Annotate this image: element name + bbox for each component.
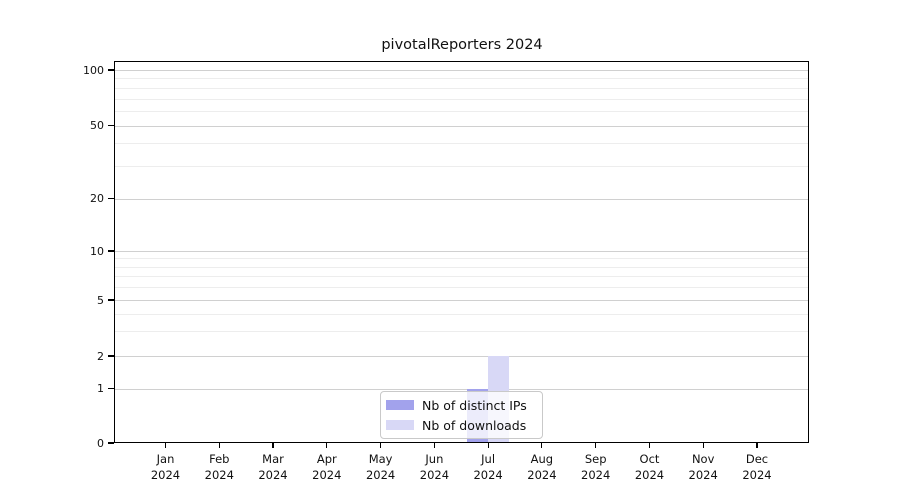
gridline-minor xyxy=(115,331,809,333)
gridline-minor xyxy=(115,166,809,168)
gridline-major xyxy=(115,356,809,357)
y-axis-tick-label: 10 xyxy=(90,244,104,258)
month-label: Aug xyxy=(530,452,554,466)
month-label: Jun xyxy=(425,452,444,466)
month-label: Mar xyxy=(262,452,284,466)
month-label: Oct xyxy=(639,452,660,466)
year-label: 2024 xyxy=(527,467,557,482)
gridline-minor xyxy=(115,98,809,100)
month-label: Sep xyxy=(584,452,607,466)
x-axis-tick-label: Jul 2024 xyxy=(456,452,520,483)
year-label: 2024 xyxy=(634,467,665,482)
chart-title: pivotalReporters 2024 xyxy=(381,37,543,53)
y-axis-tick-label: 50 xyxy=(90,119,104,132)
year-label: 2024 xyxy=(419,467,450,482)
year-label: 2024 xyxy=(312,467,342,482)
month-label: Jul xyxy=(481,452,496,466)
x-axis-tick-label: Mar 2024 xyxy=(241,452,305,483)
x-axis-tick xyxy=(702,443,704,448)
y-axis-tick-label: 0 xyxy=(97,436,104,450)
year-label: 2024 xyxy=(581,467,611,482)
gridline-minor xyxy=(115,78,809,80)
year-label: 2024 xyxy=(150,467,181,482)
gridline-minor xyxy=(115,287,809,289)
year-label: 2024 xyxy=(258,467,288,482)
gridline-major xyxy=(115,388,809,390)
y-axis-tick-label: 2 xyxy=(97,349,104,363)
y-axis-tick xyxy=(108,197,114,200)
gridline-minor xyxy=(115,266,809,268)
x-axis-tick-label: May 2024 xyxy=(349,452,413,483)
gridline-minor xyxy=(115,313,809,315)
year-label: 2024 xyxy=(365,467,396,482)
x-axis-tick-label: Oct 2024 xyxy=(618,452,682,483)
x-axis-tick xyxy=(648,443,651,448)
y-axis-tick xyxy=(108,124,114,127)
y-axis-tick-label: 1 xyxy=(97,382,104,395)
legend-label-distinct-ips: Nb of distinct IPs xyxy=(422,397,527,413)
month-label: Nov xyxy=(691,452,715,466)
x-axis-tick xyxy=(380,443,382,448)
x-axis-tick xyxy=(218,443,220,448)
x-axis-tick xyxy=(272,443,274,448)
y-axis-tick-label: 100 xyxy=(83,63,104,77)
month-label: May xyxy=(368,452,393,466)
gridline-major xyxy=(115,70,809,71)
x-axis-tick-label: Sep 2024 xyxy=(564,452,628,483)
x-axis-tick-label: Nov 2024 xyxy=(671,452,735,483)
month-label: Apr xyxy=(316,452,337,466)
y-axis-tick xyxy=(108,387,114,390)
x-axis-tick xyxy=(541,443,543,448)
gridline-major xyxy=(115,300,809,301)
legend-entry-distinct-ips: Nb of distinct IPs xyxy=(386,397,535,413)
x-axis-tick xyxy=(756,443,758,448)
y-axis-tick xyxy=(108,355,114,357)
x-axis-tick-label: Jun 2024 xyxy=(402,452,466,483)
x-axis-tick xyxy=(595,443,597,448)
gridline-major xyxy=(115,198,809,200)
x-axis-tick-label: Aug 2024 xyxy=(510,452,574,483)
y-axis-tick xyxy=(108,442,114,444)
plot-frame xyxy=(114,61,809,443)
legend-swatch-downloads xyxy=(386,419,414,431)
gridline-minor xyxy=(115,110,809,112)
x-axis-tick-label: Dec 2024 xyxy=(725,452,789,483)
x-axis-tick-label: Apr 2024 xyxy=(295,452,359,483)
legend-entry-downloads: Nb of downloads xyxy=(386,417,535,433)
legend-box: Nb of distinct IPs Nb of downloads xyxy=(380,391,543,439)
year-label: 2024 xyxy=(204,467,234,482)
y-axis-tick xyxy=(108,299,114,301)
x-axis-tick-label: Jan 2024 xyxy=(134,452,198,483)
month-label: Jan xyxy=(156,452,175,466)
gridline-minor xyxy=(115,276,809,278)
year-label: 2024 xyxy=(688,467,718,482)
x-axis-tick xyxy=(164,443,167,448)
month-label: Dec xyxy=(745,452,769,466)
month-label: Feb xyxy=(209,452,230,466)
legend-label-downloads: Nb of downloads xyxy=(422,417,527,433)
x-axis-tick xyxy=(487,443,489,448)
legend-swatch-distinct-ips xyxy=(386,399,414,411)
x-axis-tick xyxy=(433,443,435,448)
y-axis-tick xyxy=(108,250,114,252)
y-axis-tick-label: 5 xyxy=(97,293,104,307)
year-label: 2024 xyxy=(473,467,503,482)
y-axis-tick xyxy=(108,69,114,71)
gridline-minor xyxy=(115,143,809,145)
year-label: 2024 xyxy=(742,467,772,482)
gridline-minor xyxy=(115,87,809,89)
x-axis-tick-label: Feb 2024 xyxy=(187,452,251,483)
x-axis-tick xyxy=(326,443,328,448)
y-axis-tick-label: 20 xyxy=(90,192,104,205)
gridline-major xyxy=(115,125,809,127)
gridline-major xyxy=(115,251,809,252)
gridline-minor xyxy=(115,258,809,260)
